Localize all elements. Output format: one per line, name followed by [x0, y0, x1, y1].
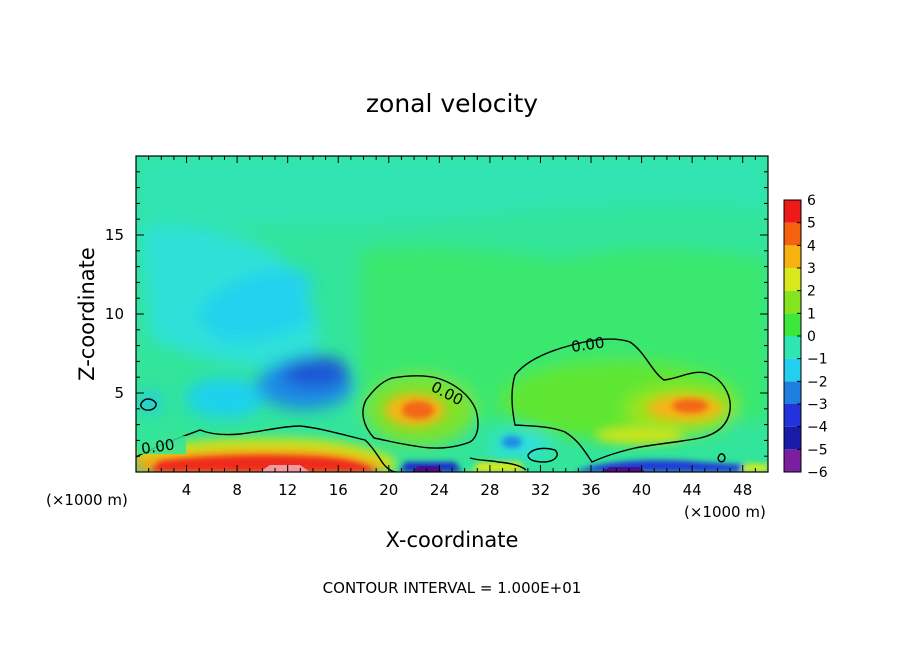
- colorbar-swatch: [784, 358, 801, 382]
- x-axis-title: X-coordinate: [386, 528, 519, 552]
- contour-label-left: 0.00: [140, 435, 176, 457]
- x-tick-label: 48: [733, 481, 752, 499]
- x-tick-label: 24: [430, 481, 449, 499]
- colorbar-swatch: [784, 426, 801, 450]
- y-axis: 5 10 15: [105, 171, 768, 457]
- x-unit-label-right: (×1000 m): [684, 503, 766, 521]
- colorbar-swatch: [784, 404, 801, 427]
- y-tick-label: 10: [105, 305, 124, 323]
- colorbar-label: −3: [807, 397, 828, 413]
- colorbar-swatch: [784, 245, 801, 268]
- y-tick-label: 5: [114, 384, 124, 402]
- colorbar-label: −6: [807, 465, 828, 481]
- x-tick-label: 20: [379, 481, 398, 499]
- x-tick-label: 28: [480, 481, 499, 499]
- colorbar-label: 4: [807, 238, 816, 254]
- colorbar-swatch: [784, 268, 801, 291]
- contour-interval-footer: CONTOUR INTERVAL = 1.000E+01: [323, 579, 582, 597]
- colorbar-label: −5: [807, 442, 828, 458]
- y-axis-title: Z-coordinate: [75, 247, 99, 381]
- colorbar-label: 6: [807, 193, 816, 209]
- x-tick-label: 8: [232, 481, 242, 499]
- x-tick-label: 44: [683, 481, 702, 499]
- colorbar-label: 0: [807, 329, 816, 345]
- velocity-field: [136, 156, 768, 472]
- colorbar-swatch: [784, 449, 801, 472]
- chart-title: zonal velocity: [366, 89, 538, 118]
- y-tick-label: 15: [105, 226, 124, 244]
- colorbar-swatch: [784, 290, 801, 314]
- colorbar-label: 3: [807, 261, 816, 277]
- x-unit-label-left: (×1000 m): [46, 491, 128, 509]
- x-tick-label: 12: [278, 481, 297, 499]
- colorbar-label: 5: [807, 216, 816, 232]
- contour-label-right: 0.00: [570, 333, 606, 355]
- x-tick-label: 40: [632, 481, 651, 499]
- x-axis: 4 8 12 16 20 24 28 32 36 40 44 48: [148, 156, 756, 499]
- colorbar-label: 2: [807, 284, 816, 300]
- colorbar-label: 1: [807, 306, 816, 322]
- colorbar-swatch: [784, 381, 801, 404]
- colorbar-swatch: [784, 200, 801, 223]
- x-tick-label: 36: [581, 481, 600, 499]
- x-tick-label: 4: [182, 481, 192, 499]
- colorbar-label: −2: [807, 374, 828, 390]
- colorbar-swatch: [784, 336, 801, 359]
- colorbar-swatch: [784, 313, 801, 336]
- colorbar-label: −4: [807, 420, 828, 436]
- colorbar: −6 −5 −4 −3 −2 −1 0 1 2 3 4 5 6: [783, 193, 828, 481]
- x-tick-label: 16: [329, 481, 348, 499]
- colorbar-label: −1: [807, 352, 828, 368]
- zero-contour: [136, 338, 731, 472]
- colorbar-swatch: [784, 222, 801, 246]
- x-tick-label: 32: [531, 481, 550, 499]
